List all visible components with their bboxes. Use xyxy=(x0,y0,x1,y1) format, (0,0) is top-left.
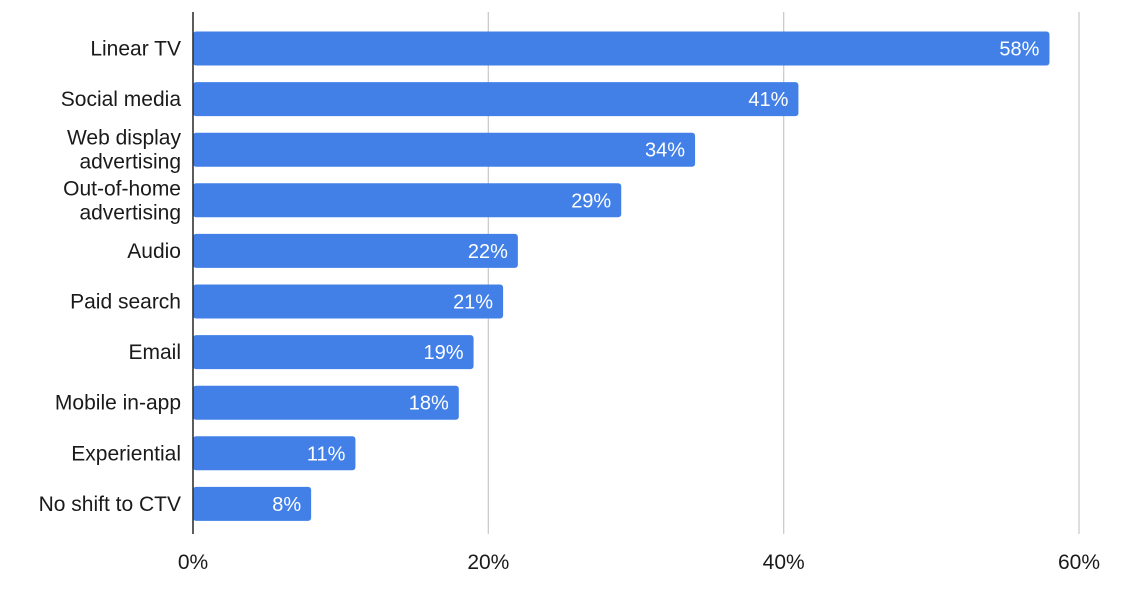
category-label-3-line-1: advertising xyxy=(79,201,181,224)
bar-8 xyxy=(193,436,356,471)
labels: 0% 20% 40% 60% 58% Linear TV 41% Social media 34… xyxy=(39,38,1100,575)
data-label-2: 34% xyxy=(645,140,685,162)
x-tick-label-40: 40% xyxy=(763,551,805,574)
data-label-3: 29% xyxy=(571,190,611,212)
x-tick-label-20: 20% xyxy=(467,551,509,574)
bar-0 xyxy=(193,31,1050,66)
x-tick-label-60: 60% xyxy=(1058,551,1100,574)
data-label-5: 21% xyxy=(453,292,493,314)
bars xyxy=(193,31,1050,521)
data-label-4: 22% xyxy=(468,241,508,263)
data-label-9: 8% xyxy=(272,494,301,516)
category-label-1: Social media xyxy=(61,88,182,111)
bar-9 xyxy=(193,486,312,521)
bar-3 xyxy=(193,183,622,218)
bar-7 xyxy=(193,385,459,420)
category-label-6: Email xyxy=(128,341,181,364)
data-label-6: 19% xyxy=(424,342,464,364)
bar-5 xyxy=(193,284,504,319)
data-label-8: 11% xyxy=(307,443,346,465)
bar-4 xyxy=(193,233,518,268)
data-label-0: 58% xyxy=(999,39,1039,61)
category-label-9: No shift to CTV xyxy=(39,493,181,516)
bar-1 xyxy=(193,82,799,117)
category-label-7: Mobile in-app xyxy=(55,392,181,415)
x-tick-label-0: 0% xyxy=(178,551,208,574)
category-label-2-line-0: Web display xyxy=(67,127,182,150)
data-label-1: 41% xyxy=(748,89,788,111)
category-label-3-line-0: Out-of-home xyxy=(63,177,181,200)
bar-2 xyxy=(193,132,696,167)
category-label-5: Paid search xyxy=(70,291,181,314)
bar-6 xyxy=(193,335,474,370)
data-label-7: 18% xyxy=(409,393,449,415)
category-label-8: Experiential xyxy=(71,442,181,465)
category-label-2-line-1: advertising xyxy=(79,151,181,174)
category-label-0: Linear TV xyxy=(90,38,181,61)
category-label-4: Audio xyxy=(127,240,181,263)
